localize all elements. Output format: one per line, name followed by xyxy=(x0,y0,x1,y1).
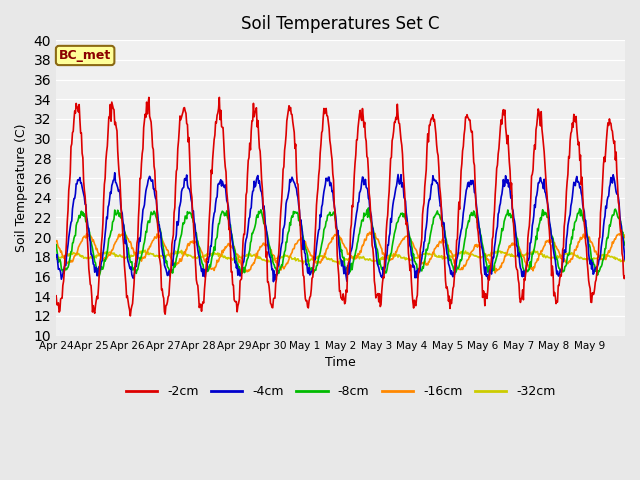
Title: Soil Temperatures Set C: Soil Temperatures Set C xyxy=(241,15,440,33)
Y-axis label: Soil Temperature (C): Soil Temperature (C) xyxy=(15,124,28,252)
X-axis label: Time: Time xyxy=(325,356,356,369)
Text: BC_met: BC_met xyxy=(59,49,111,62)
Legend: -2cm, -4cm, -8cm, -16cm, -32cm: -2cm, -4cm, -8cm, -16cm, -32cm xyxy=(121,380,561,403)
